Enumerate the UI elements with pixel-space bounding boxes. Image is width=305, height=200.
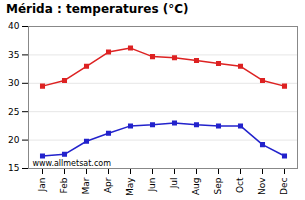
svg-text:Apr: Apr <box>103 177 113 193</box>
svg-text:Dec: Dec <box>279 177 289 194</box>
svg-text:Jul: Jul <box>169 178 179 190</box>
svg-text:40: 40 <box>8 21 20 31</box>
html-text:Mérida : temperatures (°C): Mérida : temperatures (°C) <box>6 2 189 16</box>
svg-text:15: 15 <box>8 163 19 173</box>
svg-text:25: 25 <box>8 107 19 117</box>
svg-text:Oct: Oct <box>235 177 245 193</box>
svg-text:May: May <box>125 177 135 196</box>
svg-text:35: 35 <box>8 50 19 60</box>
svg-text:Feb: Feb <box>59 177 69 193</box>
svg-text:Jan: Jan <box>37 178 47 193</box>
svg-text:Sep: Sep <box>213 177 223 194</box>
svg-text:Mar: Mar <box>81 177 91 194</box>
svg-text:20: 20 <box>8 135 20 145</box>
svg-text:www.allmetsat.com: www.allmetsat.com <box>33 159 112 168</box>
svg-text:Jun: Jun <box>147 178 157 193</box>
svg-text:Nov: Nov <box>257 177 267 195</box>
svg-text:30: 30 <box>8 78 20 88</box>
svg-text:Aug: Aug <box>191 178 201 196</box>
